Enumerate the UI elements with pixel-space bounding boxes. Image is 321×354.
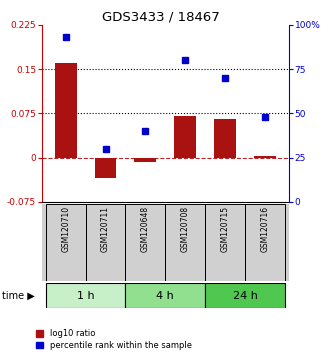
Bar bbox=[126, 204, 165, 281]
Text: GSM120716: GSM120716 bbox=[260, 206, 270, 252]
Bar bbox=[214, 119, 236, 158]
Text: GSM120708: GSM120708 bbox=[181, 206, 190, 252]
Bar bbox=[174, 116, 196, 158]
Text: GSM120715: GSM120715 bbox=[221, 206, 230, 252]
Legend: log10 ratio, percentile rank within the sample: log10 ratio, percentile rank within the … bbox=[36, 329, 192, 350]
Bar bbox=[245, 204, 285, 281]
Text: GDS3433 / 18467: GDS3433 / 18467 bbox=[102, 11, 219, 24]
Text: GSM120648: GSM120648 bbox=[141, 206, 150, 252]
Bar bbox=[95, 158, 117, 178]
Text: GSM120711: GSM120711 bbox=[101, 206, 110, 252]
Bar bbox=[165, 204, 205, 281]
Bar bbox=[55, 63, 77, 158]
Bar bbox=[46, 204, 86, 281]
Bar bbox=[254, 156, 276, 158]
Text: 24 h: 24 h bbox=[233, 291, 257, 301]
Bar bbox=[134, 158, 156, 162]
Bar bbox=[205, 204, 245, 281]
Bar bbox=[126, 283, 205, 308]
Bar bbox=[205, 283, 285, 308]
Text: time ▶: time ▶ bbox=[2, 291, 34, 301]
Bar bbox=[46, 283, 126, 308]
Text: 1 h: 1 h bbox=[77, 291, 94, 301]
Text: 4 h: 4 h bbox=[156, 291, 174, 301]
Text: GSM120710: GSM120710 bbox=[61, 206, 70, 252]
Bar bbox=[86, 204, 126, 281]
